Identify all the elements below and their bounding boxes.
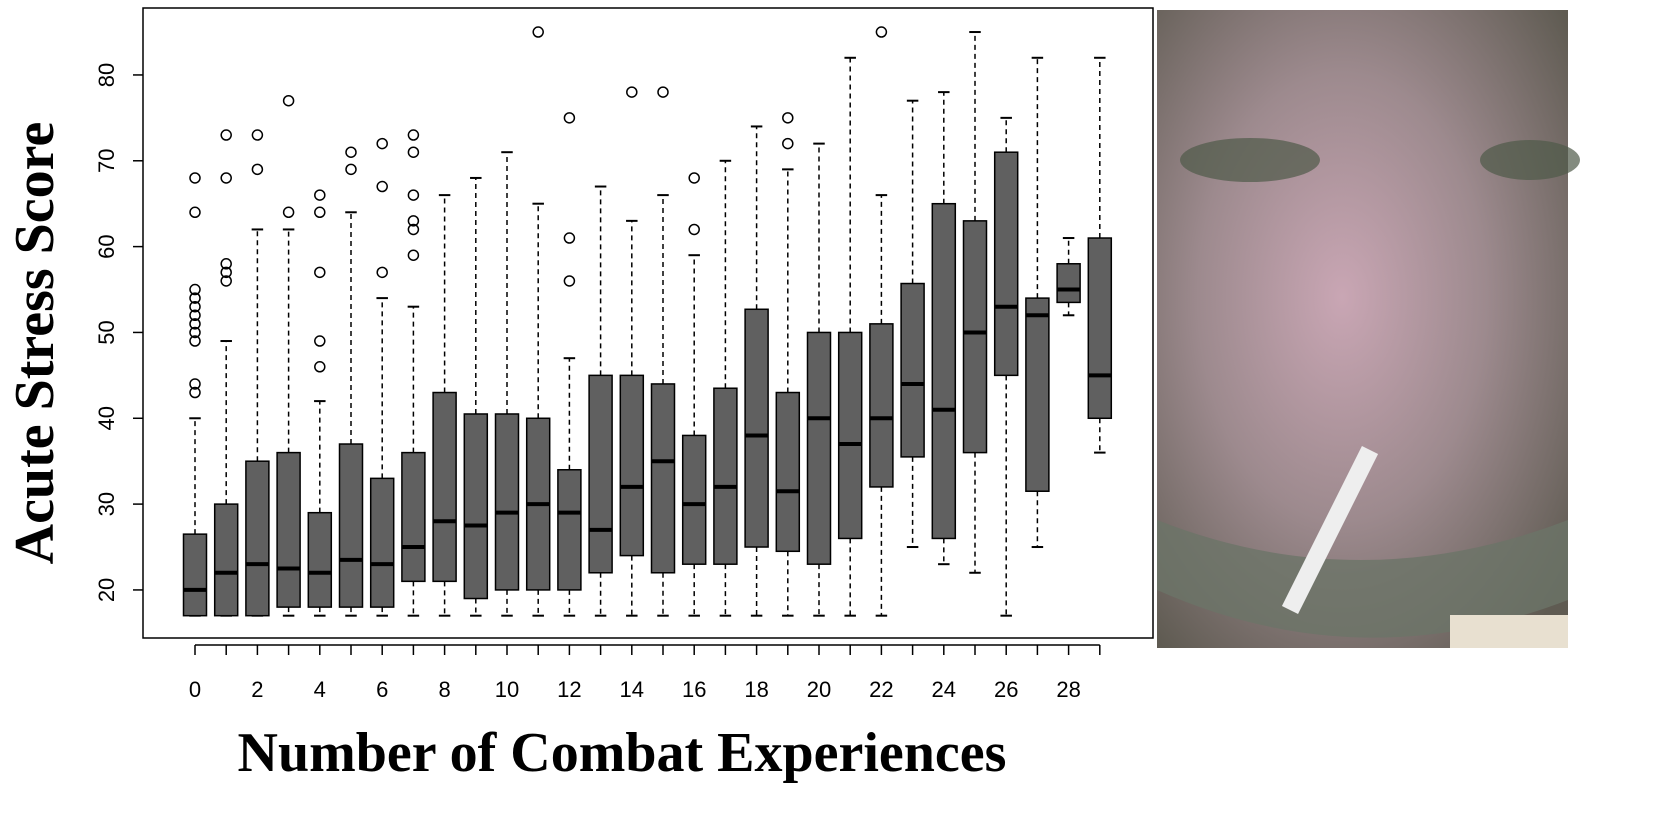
outlier [252,164,262,174]
y-tick-label: 40 [94,406,119,430]
outlier [346,164,356,174]
outlier [783,139,793,149]
outlier [689,224,699,234]
box [1057,264,1080,303]
box [464,414,487,599]
x-tick-label: 6 [376,677,388,702]
box [308,513,331,607]
box [776,393,799,552]
outlier [221,173,231,183]
photo-brow [1480,140,1580,180]
photo-brow [1180,138,1320,182]
x-tick-label: 20 [807,677,831,702]
box [184,534,207,616]
box [745,309,768,547]
x-tick-label: 16 [682,677,706,702]
y-axis-title: Acute Stress Score [4,122,66,565]
photo [1157,10,1580,648]
outlier [564,276,574,286]
box [277,453,300,607]
box [683,435,706,564]
box [932,204,955,539]
x-tick-label: 2 [251,677,263,702]
box [870,324,893,487]
x-tick-label: 28 [1056,677,1080,702]
box [340,444,363,607]
box [215,504,238,616]
box [558,470,581,590]
x-tick-label: 24 [932,677,956,702]
box [433,393,456,582]
y-tick-label: 30 [94,492,119,516]
outlier [315,336,325,346]
box [496,414,519,590]
box [246,461,269,615]
outlier [876,27,886,37]
box [620,375,643,555]
outlier [284,207,294,217]
outlier [564,113,574,123]
x-tick-label: 4 [314,677,326,702]
outlier [377,267,387,277]
outlier [221,130,231,140]
outlier [190,207,200,217]
outlier [408,147,418,157]
outlier [783,113,793,123]
outlier [408,190,418,200]
outlier [284,96,294,106]
x-tick-label: 10 [495,677,519,702]
x-tick-label: 14 [620,677,644,702]
outlier [408,250,418,260]
outlier [377,139,387,149]
box [714,388,737,564]
box [652,384,675,573]
x-tick-label: 12 [557,677,581,702]
box [1026,298,1049,491]
outlier [408,130,418,140]
outlier [689,173,699,183]
outlier [533,27,543,37]
outlier [190,173,200,183]
box [808,332,831,564]
outlier [315,207,325,217]
page: Acute Stress Score Number of Combat Expe… [0,0,1653,833]
outlier [252,130,262,140]
x-tick-label: 0 [189,677,201,702]
outlier [564,233,574,243]
box [901,284,924,457]
outlier [315,267,325,277]
outlier [315,362,325,372]
y-tick-label: 70 [94,149,119,173]
box [1088,238,1111,418]
x-tick-label: 8 [438,677,450,702]
x-tick-label: 26 [994,677,1018,702]
box [402,453,425,582]
box [839,332,862,538]
outlier [627,87,637,97]
outlier [315,190,325,200]
box [995,152,1018,375]
outlier [346,147,356,157]
photo-corner [1450,615,1568,648]
x-tick-label: 22 [869,677,893,702]
outlier [658,87,668,97]
outlier [377,182,387,192]
y-tick-label: 20 [94,578,119,602]
box [964,221,987,453]
y-tick-label: 80 [94,63,119,87]
box [589,375,612,572]
y-tick-label: 60 [94,234,119,258]
x-axis-title: Number of Combat Experiences [238,722,1007,784]
y-tick-label: 50 [94,320,119,344]
box [371,478,394,607]
chart: Acute Stress Score Number of Combat Expe… [0,0,1653,828]
x-tick-label: 18 [744,677,768,702]
